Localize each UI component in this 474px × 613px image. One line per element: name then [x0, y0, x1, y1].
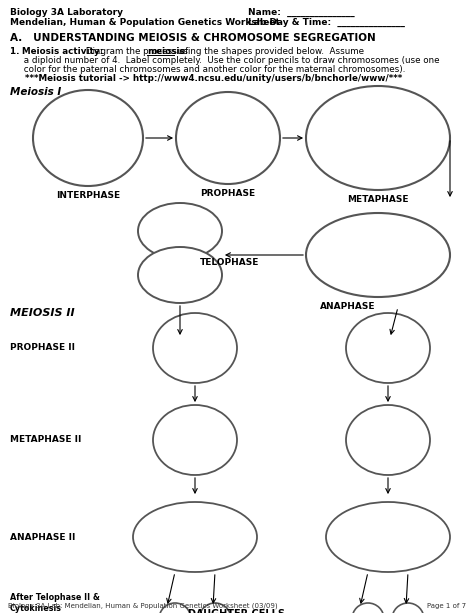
Ellipse shape	[306, 86, 450, 190]
Ellipse shape	[33, 90, 143, 186]
Text: Meiosis activity:: Meiosis activity:	[22, 47, 103, 56]
Text: meiosis: meiosis	[147, 47, 185, 56]
Ellipse shape	[159, 603, 191, 613]
Ellipse shape	[138, 247, 222, 303]
Ellipse shape	[346, 405, 430, 475]
Text: ***Meiosis tutorial -> http://www4.ncsu.edu/unity/users/b/bnchorle/www/***: ***Meiosis tutorial -> http://www4.ncsu.…	[10, 74, 402, 83]
Text: After Telophase II &: After Telophase II &	[10, 593, 100, 602]
Ellipse shape	[133, 502, 257, 572]
Ellipse shape	[306, 213, 450, 297]
Text: PROPHASE: PROPHASE	[201, 189, 255, 198]
Text: Name:  _______________: Name: _______________	[248, 8, 355, 17]
Text: TELOPHASE: TELOPHASE	[200, 258, 259, 267]
Text: ANAPHASE: ANAPHASE	[320, 302, 376, 311]
Text: a diploid number of 4.  Label completely.  Use the color pencils to draw chromos: a diploid number of 4. Label completely.…	[10, 56, 439, 65]
Text: Cytokinesis: Cytokinesis	[10, 604, 62, 613]
Text: ANAPHASE II: ANAPHASE II	[10, 533, 75, 541]
Ellipse shape	[346, 313, 430, 383]
Text: Page 1 of 7: Page 1 of 7	[427, 603, 466, 609]
Text: A.   UNDERSTANDING MEIOSIS & CHROMOSOME SEGREGATION: A. UNDERSTANDING MEIOSIS & CHROMOSOME SE…	[10, 33, 376, 43]
Ellipse shape	[352, 603, 384, 613]
Text: METAPHASE: METAPHASE	[347, 195, 409, 204]
Text: 1.: 1.	[10, 47, 28, 56]
Text: Mendelian, Human & Population Genetics Worksheet: Mendelian, Human & Population Genetics W…	[10, 18, 280, 27]
Text: INTERPHASE: INTERPHASE	[56, 191, 120, 200]
Text: MEIOSIS II: MEIOSIS II	[10, 308, 74, 318]
Text: Biology 3A Laboratory: Biology 3A Laboratory	[10, 8, 123, 17]
Text: METAPHASE II: METAPHASE II	[10, 435, 82, 444]
Ellipse shape	[138, 203, 222, 259]
Text: using the shapes provided below.  Assume: using the shapes provided below. Assume	[175, 47, 364, 56]
Ellipse shape	[176, 92, 280, 184]
Text: PROPHASE II: PROPHASE II	[10, 343, 75, 352]
Ellipse shape	[326, 502, 450, 572]
Ellipse shape	[153, 313, 237, 383]
Text: DAUGHTER CELLS: DAUGHTER CELLS	[189, 609, 285, 613]
Text: color for the paternal chromosomes and another color for the maternal chromosome: color for the paternal chromosomes and a…	[10, 65, 405, 74]
Ellipse shape	[199, 603, 231, 613]
Ellipse shape	[392, 603, 424, 613]
Text: Biology 3A Lab: Mendelian, Human & Population Genetics Worksheet (03/09): Biology 3A Lab: Mendelian, Human & Popul…	[8, 603, 278, 609]
Text: Lab Day & Time:  _______________: Lab Day & Time: _______________	[248, 18, 405, 27]
Ellipse shape	[153, 405, 237, 475]
Text: Meiosis I: Meiosis I	[10, 87, 61, 97]
Text: Diagram the process of: Diagram the process of	[83, 47, 191, 56]
